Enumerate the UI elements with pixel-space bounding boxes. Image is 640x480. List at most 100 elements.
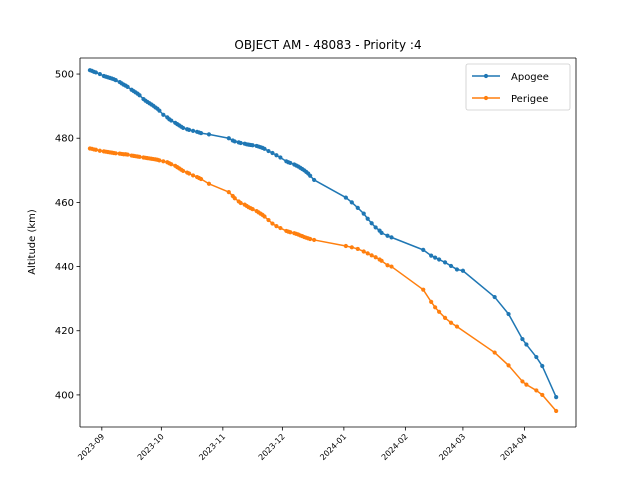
data-point-apogee [226, 136, 231, 141]
data-point-perigee [250, 207, 255, 212]
data-point-apogee [113, 78, 118, 83]
x-tick-label: 2024-02 [380, 432, 410, 462]
data-point-perigee [534, 388, 539, 393]
data-point-apogee [343, 195, 348, 200]
data-point-perigee [385, 263, 390, 268]
data-point-perigee [278, 225, 283, 231]
data-point-perigee [238, 200, 243, 206]
data-point-perigee [187, 171, 192, 176]
data-point-perigee [270, 221, 275, 226]
data-point-apogee [492, 294, 497, 300]
data-point-apogee [187, 127, 192, 132]
data-point-perigee [379, 258, 384, 263]
data-point-perigee [365, 251, 370, 256]
data-point-perigee [93, 147, 98, 152]
legend-label-apogee: Apogee [511, 72, 549, 83]
data-point-apogee [520, 336, 525, 342]
data-point-apogee [274, 153, 279, 158]
data-point-apogee [169, 118, 174, 123]
data-point-perigee [169, 162, 174, 167]
data-point-apogee [460, 268, 466, 273]
data-point-apogee [181, 125, 186, 131]
data-point-apogee [385, 233, 390, 238]
data-point-apogee [349, 200, 354, 205]
data-point-apogee [369, 221, 374, 226]
data-point-perigee [524, 382, 529, 387]
data-point-apogee [379, 230, 384, 235]
data-point-apogee [270, 150, 275, 156]
data-point-apogee [540, 363, 545, 369]
y-tick-label: 500 [55, 70, 74, 81]
data-point-perigee [190, 173, 196, 178]
data-point-apogee [448, 263, 454, 269]
y-axis-label: Altitude (km) [27, 209, 38, 275]
data-point-apogee [278, 155, 283, 160]
data-point-apogee [238, 140, 243, 146]
data-point-apogee [373, 225, 378, 230]
data-point-perigee [312, 237, 317, 243]
data-point-perigee [232, 196, 237, 201]
data-point-perigee [343, 243, 348, 249]
data-point-perigee [454, 324, 460, 329]
data-point-perigee [137, 154, 142, 159]
data-point-apogee [365, 216, 370, 221]
x-tick-label: 2024-01 [318, 432, 348, 462]
series-apogee [87, 68, 559, 400]
data-point-apogee [437, 257, 442, 262]
data-point-perigee [442, 315, 448, 321]
data-point-apogee [429, 253, 434, 258]
y-tick-label: 480 [55, 134, 74, 145]
x-tick-label: 2023-10 [136, 432, 166, 462]
data-point-perigee [198, 176, 204, 182]
data-point-apogee [442, 260, 448, 265]
data-point-apogee [554, 395, 559, 400]
data-point-perigee [437, 309, 442, 314]
data-point-apogee [190, 128, 196, 133]
data-point-perigee [355, 246, 360, 252]
data-point-apogee [433, 255, 438, 260]
data-point-perigee [206, 181, 212, 186]
data-point-perigee [429, 299, 434, 304]
data-point-perigee [262, 214, 267, 219]
y-tick-label: 460 [55, 198, 74, 209]
data-point-perigee [157, 158, 162, 163]
x-tick-label: 2024-04 [499, 432, 529, 462]
data-point-apogee [198, 130, 204, 136]
data-point-apogee [454, 267, 460, 272]
data-point-perigee [125, 152, 130, 157]
x-tick-label: 2023-11 [197, 432, 227, 462]
data-point-perigee [506, 363, 511, 368]
x-tick-label: 2023-12 [257, 432, 287, 462]
data-point-perigee [448, 320, 454, 325]
data-point-apogee [389, 235, 394, 240]
data-point-perigee [181, 168, 186, 174]
data-point-perigee [389, 264, 394, 269]
y-tick-label: 440 [55, 262, 74, 273]
data-point-perigee [361, 249, 366, 254]
data-point-perigee [373, 255, 378, 260]
data-point-apogee [232, 139, 237, 144]
legend: Apogee Perigee [465, 63, 571, 111]
data-point-perigee [226, 190, 231, 195]
data-point-perigee [308, 236, 313, 242]
data-point-apogee [250, 143, 255, 148]
data-point-apogee [161, 112, 166, 117]
data-point-apogee [524, 342, 529, 347]
data-point-perigee [97, 148, 102, 153]
y-tick-label: 420 [55, 326, 74, 337]
data-point-apogee [262, 146, 267, 151]
data-point-perigee [492, 350, 497, 355]
data-point-apogee [137, 93, 142, 98]
data-point-perigee [274, 224, 279, 229]
data-point-perigee [433, 305, 438, 310]
data-point-perigee [288, 230, 293, 235]
data-point-apogee [93, 70, 98, 75]
series-perigee [87, 146, 559, 414]
x-tick-label: 2024-03 [437, 432, 467, 462]
y-tick-label: 400 [55, 390, 74, 401]
data-point-apogee [288, 160, 293, 166]
x-tick-label: 2023-09 [76, 432, 106, 462]
data-point-apogee [534, 354, 539, 360]
data-point-apogee [355, 205, 360, 210]
